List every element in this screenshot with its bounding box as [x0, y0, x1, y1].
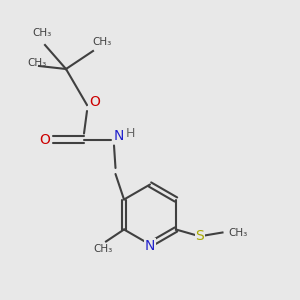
Text: S: S: [196, 229, 204, 242]
Text: CH₃: CH₃: [92, 37, 112, 47]
Text: O: O: [89, 95, 100, 109]
Text: O: O: [40, 133, 50, 146]
Text: N: N: [145, 239, 155, 253]
Text: CH₃: CH₃: [32, 28, 52, 38]
Text: CH₃: CH₃: [93, 244, 112, 254]
Text: CH₃: CH₃: [229, 227, 248, 238]
Text: CH₃: CH₃: [27, 58, 46, 68]
Text: N: N: [113, 130, 124, 143]
Text: H: H: [126, 127, 135, 140]
